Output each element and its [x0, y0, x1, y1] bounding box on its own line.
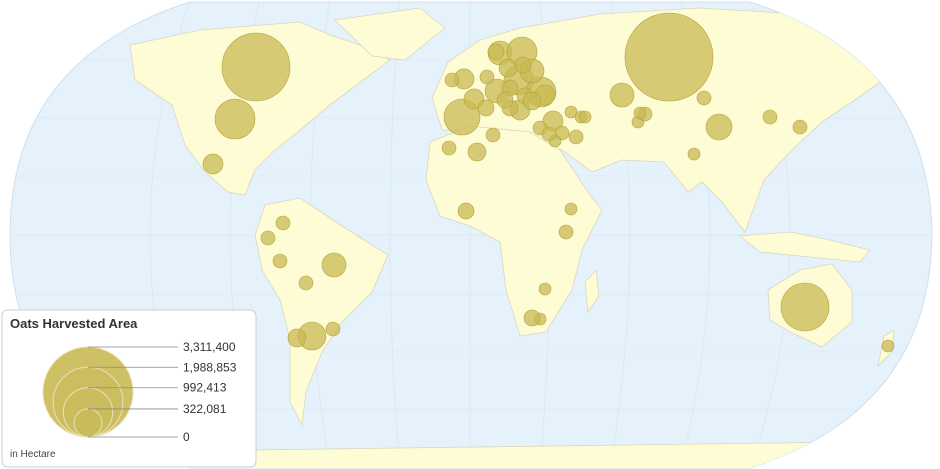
bubble	[564, 105, 578, 119]
africa	[425, 125, 603, 337]
legend-circle	[73, 408, 103, 438]
bubble	[221, 32, 291, 102]
bubble	[457, 202, 475, 220]
bubble	[272, 253, 288, 269]
bubble	[523, 309, 541, 327]
legend-label: 992,413	[183, 381, 227, 395]
bubble	[287, 328, 307, 348]
bubble	[260, 230, 276, 246]
unit-note: in Hectare	[10, 449, 56, 460]
bubble	[325, 321, 341, 337]
bubble	[705, 113, 733, 141]
bubble	[881, 339, 895, 353]
bubble	[496, 91, 514, 109]
bubble	[780, 282, 830, 332]
bubble	[444, 72, 460, 88]
bubble	[696, 90, 712, 106]
north-america	[129, 21, 391, 196]
eurasia	[431, 7, 931, 233]
bubble	[498, 58, 518, 78]
bubble	[624, 12, 714, 102]
bubble	[541, 126, 557, 142]
bubble	[485, 127, 501, 143]
bubble	[522, 91, 542, 111]
bubble	[514, 56, 532, 74]
bubble	[487, 43, 505, 61]
bubble	[762, 109, 778, 125]
bubble	[578, 110, 592, 124]
indonesia	[738, 231, 871, 263]
chart-title: Oats Harvested Area	[10, 316, 138, 331]
legend-label: 322,081	[183, 402, 227, 416]
bubble	[538, 282, 552, 296]
bubble-layer	[202, 12, 895, 353]
south-america	[254, 197, 389, 427]
bubble	[564, 202, 578, 216]
greenland	[334, 7, 446, 61]
bubble	[479, 69, 495, 85]
legend-label: 0	[183, 430, 190, 444]
bubble	[298, 275, 314, 291]
madagascar	[584, 269, 600, 314]
bubble	[214, 98, 256, 140]
bubble	[558, 224, 574, 240]
bubble	[687, 147, 701, 161]
bubble	[477, 99, 495, 117]
legend-label: 3,311,400	[183, 340, 236, 354]
bubble	[568, 129, 584, 145]
bubble	[609, 82, 635, 108]
legend: Oats Harvested Area in Hectare 3,311,400…	[1, 309, 257, 468]
bubble	[321, 252, 347, 278]
bubble	[792, 119, 808, 135]
legend-label: 1,988,853	[183, 360, 237, 374]
bubble	[633, 106, 647, 120]
bubble	[441, 140, 457, 156]
bubble	[467, 142, 487, 162]
bubble	[275, 215, 291, 231]
bubble	[202, 153, 224, 175]
